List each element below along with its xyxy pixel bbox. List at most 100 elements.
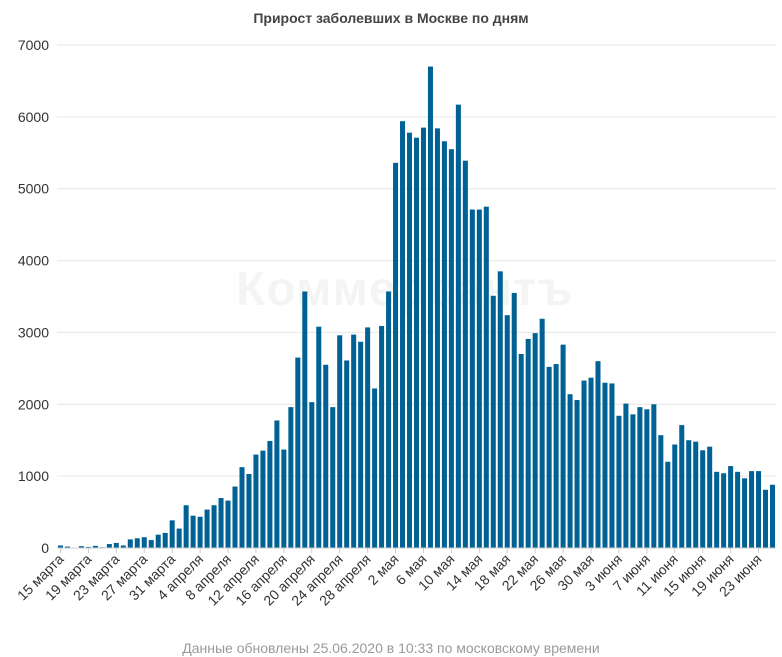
bar[interactable] — [267, 440, 273, 548]
bar[interactable] — [274, 420, 280, 548]
bar[interactable] — [707, 446, 713, 548]
bar[interactable] — [497, 271, 503, 548]
bar[interactable] — [225, 500, 231, 548]
bar[interactable] — [483, 206, 489, 548]
bar[interactable] — [309, 402, 315, 548]
bar[interactable] — [504, 315, 510, 548]
bar[interactable] — [204, 509, 210, 548]
bar[interactable] — [672, 444, 678, 548]
bar[interactable] — [190, 515, 196, 548]
bar[interactable] — [302, 291, 308, 548]
bar[interactable] — [441, 141, 447, 548]
bar[interactable] — [560, 344, 566, 548]
bar[interactable] — [372, 388, 378, 548]
bar[interactable] — [288, 407, 294, 548]
bar[interactable] — [218, 498, 224, 548]
bar[interactable] — [134, 538, 140, 548]
bar[interactable] — [295, 357, 301, 548]
bar[interactable] — [637, 407, 643, 548]
bar[interactable] — [365, 327, 371, 548]
bar[interactable] — [78, 546, 84, 548]
bar[interactable] — [85, 546, 91, 548]
bar[interactable] — [400, 121, 406, 548]
bar[interactable] — [532, 333, 538, 548]
bar[interactable] — [427, 66, 433, 549]
bar[interactable] — [539, 318, 545, 548]
bar[interactable] — [176, 528, 182, 548]
bar[interactable] — [686, 440, 692, 548]
bar[interactable] — [211, 505, 217, 548]
bar[interactable] — [525, 338, 531, 548]
bar[interactable] — [239, 467, 245, 548]
bar[interactable] — [92, 545, 98, 548]
bar[interactable] — [316, 326, 322, 548]
bar[interactable] — [476, 209, 482, 548]
bar[interactable] — [469, 209, 475, 548]
bar[interactable] — [658, 435, 664, 548]
bar[interactable] — [714, 471, 720, 548]
bar[interactable] — [462, 160, 468, 548]
bar[interactable] — [742, 478, 748, 548]
bar[interactable] — [57, 545, 64, 548]
bar[interactable] — [106, 544, 112, 548]
bar[interactable] — [197, 516, 203, 548]
bar[interactable] — [162, 532, 168, 548]
bar[interactable] — [155, 534, 161, 548]
bar[interactable] — [260, 450, 266, 548]
bar[interactable] — [623, 403, 629, 548]
bar[interactable] — [609, 383, 615, 548]
bar[interactable] — [630, 414, 636, 548]
bar[interactable] — [595, 361, 601, 548]
bar[interactable] — [693, 441, 699, 548]
bar[interactable] — [574, 399, 580, 548]
bar[interactable] — [434, 128, 440, 548]
bar[interactable] — [644, 409, 650, 548]
bar[interactable] — [700, 450, 706, 548]
bar[interactable] — [351, 334, 357, 548]
bar[interactable] — [64, 546, 70, 548]
bar[interactable] — [141, 537, 147, 548]
bar[interactable] — [323, 364, 329, 548]
bar[interactable] — [358, 341, 364, 548]
bar[interactable] — [721, 473, 727, 548]
bar[interactable] — [665, 461, 671, 548]
bar[interactable] — [490, 295, 496, 548]
bar[interactable] — [281, 449, 287, 548]
bar[interactable] — [344, 360, 350, 548]
bar[interactable] — [588, 377, 594, 548]
bar[interactable] — [183, 505, 189, 548]
bar[interactable] — [330, 407, 336, 548]
bar[interactable] — [127, 539, 133, 548]
bar[interactable] — [749, 471, 755, 548]
bar[interactable] — [393, 162, 399, 549]
bar[interactable] — [763, 489, 769, 548]
bar[interactable] — [728, 466, 734, 548]
bar[interactable] — [602, 382, 608, 548]
bar[interactable] — [616, 415, 622, 548]
bar[interactable] — [413, 137, 420, 548]
bar[interactable] — [253, 454, 259, 548]
bar[interactable] — [379, 325, 385, 548]
bar[interactable] — [448, 149, 454, 548]
bar[interactable] — [169, 520, 175, 548]
bar[interactable] — [386, 291, 392, 548]
bar[interactable] — [581, 380, 587, 548]
bar[interactable] — [420, 127, 426, 548]
bar[interactable] — [553, 364, 559, 548]
bar[interactable] — [120, 545, 126, 548]
bar[interactable] — [232, 486, 238, 548]
bar[interactable] — [113, 542, 119, 548]
bar[interactable] — [407, 132, 413, 548]
bar[interactable] — [735, 471, 741, 548]
bar[interactable] — [337, 335, 343, 548]
bar[interactable] — [756, 471, 762, 548]
bar[interactable] — [679, 425, 685, 548]
bar[interactable] — [518, 353, 524, 548]
bar[interactable] — [769, 484, 776, 548]
bar[interactable] — [246, 473, 252, 548]
bar[interactable] — [546, 366, 552, 548]
bar[interactable] — [148, 540, 154, 548]
bar[interactable] — [567, 394, 573, 548]
bar[interactable] — [651, 404, 657, 548]
bar[interactable] — [511, 292, 517, 548]
